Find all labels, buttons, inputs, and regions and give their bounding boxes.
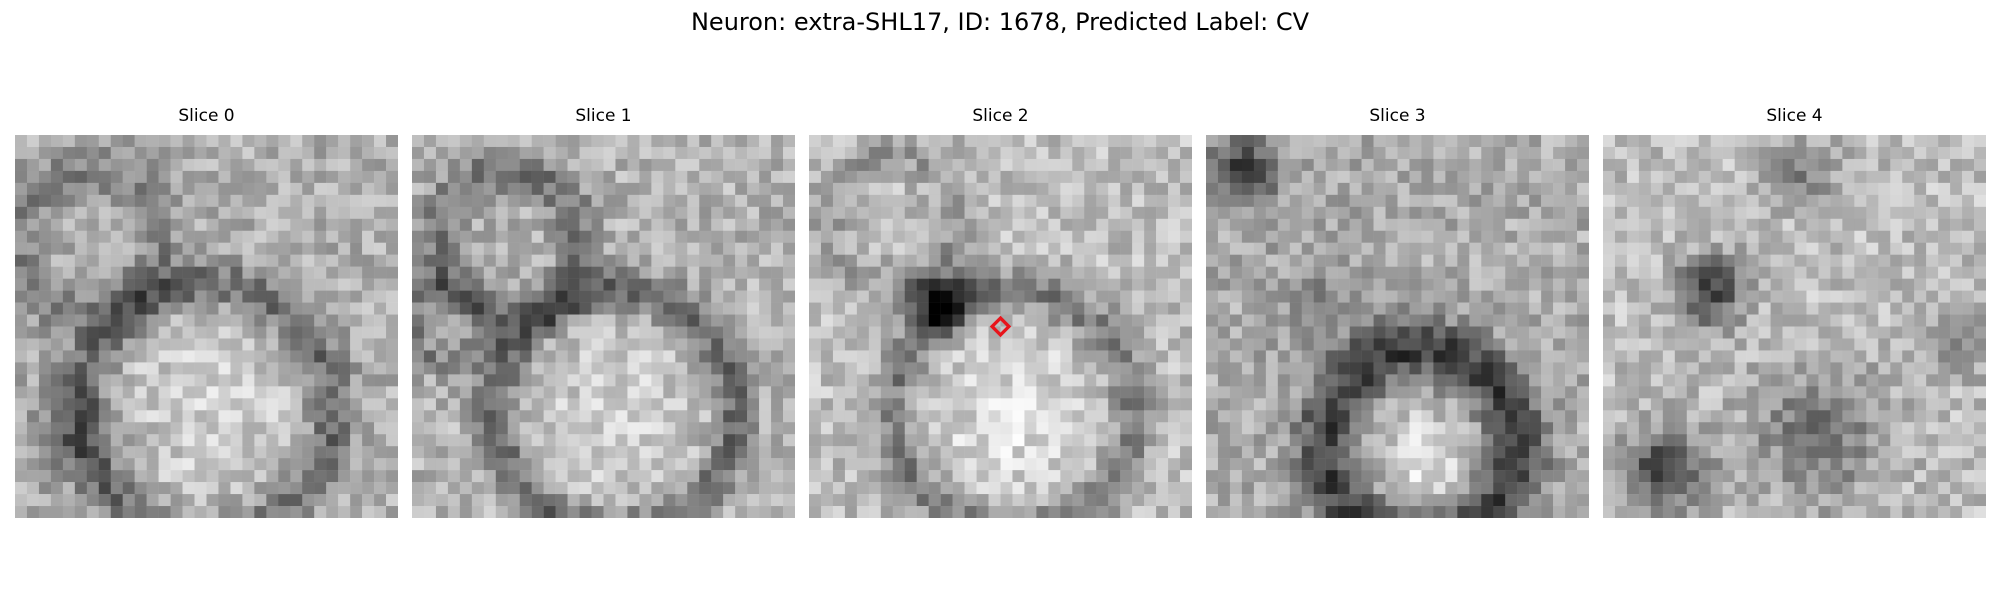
slice-title-0: Slice 0 xyxy=(178,106,235,126)
slice-title-4: Slice 4 xyxy=(1766,106,1823,126)
slice-title-3: Slice 3 xyxy=(1369,106,1426,126)
marker-diamond xyxy=(989,315,1012,338)
slice-image-1 xyxy=(412,135,795,518)
slice-title-1: Slice 1 xyxy=(575,106,632,126)
slice-title-2: Slice 2 xyxy=(972,106,1029,126)
figure-title: Neuron: extra-SHL17, ID: 1678, Predicted… xyxy=(690,8,1310,36)
slice-image-4 xyxy=(1603,135,1986,518)
slice-image-3 xyxy=(1206,135,1589,518)
slice-image-0 xyxy=(15,135,398,518)
slice-image-2 xyxy=(809,135,1192,518)
